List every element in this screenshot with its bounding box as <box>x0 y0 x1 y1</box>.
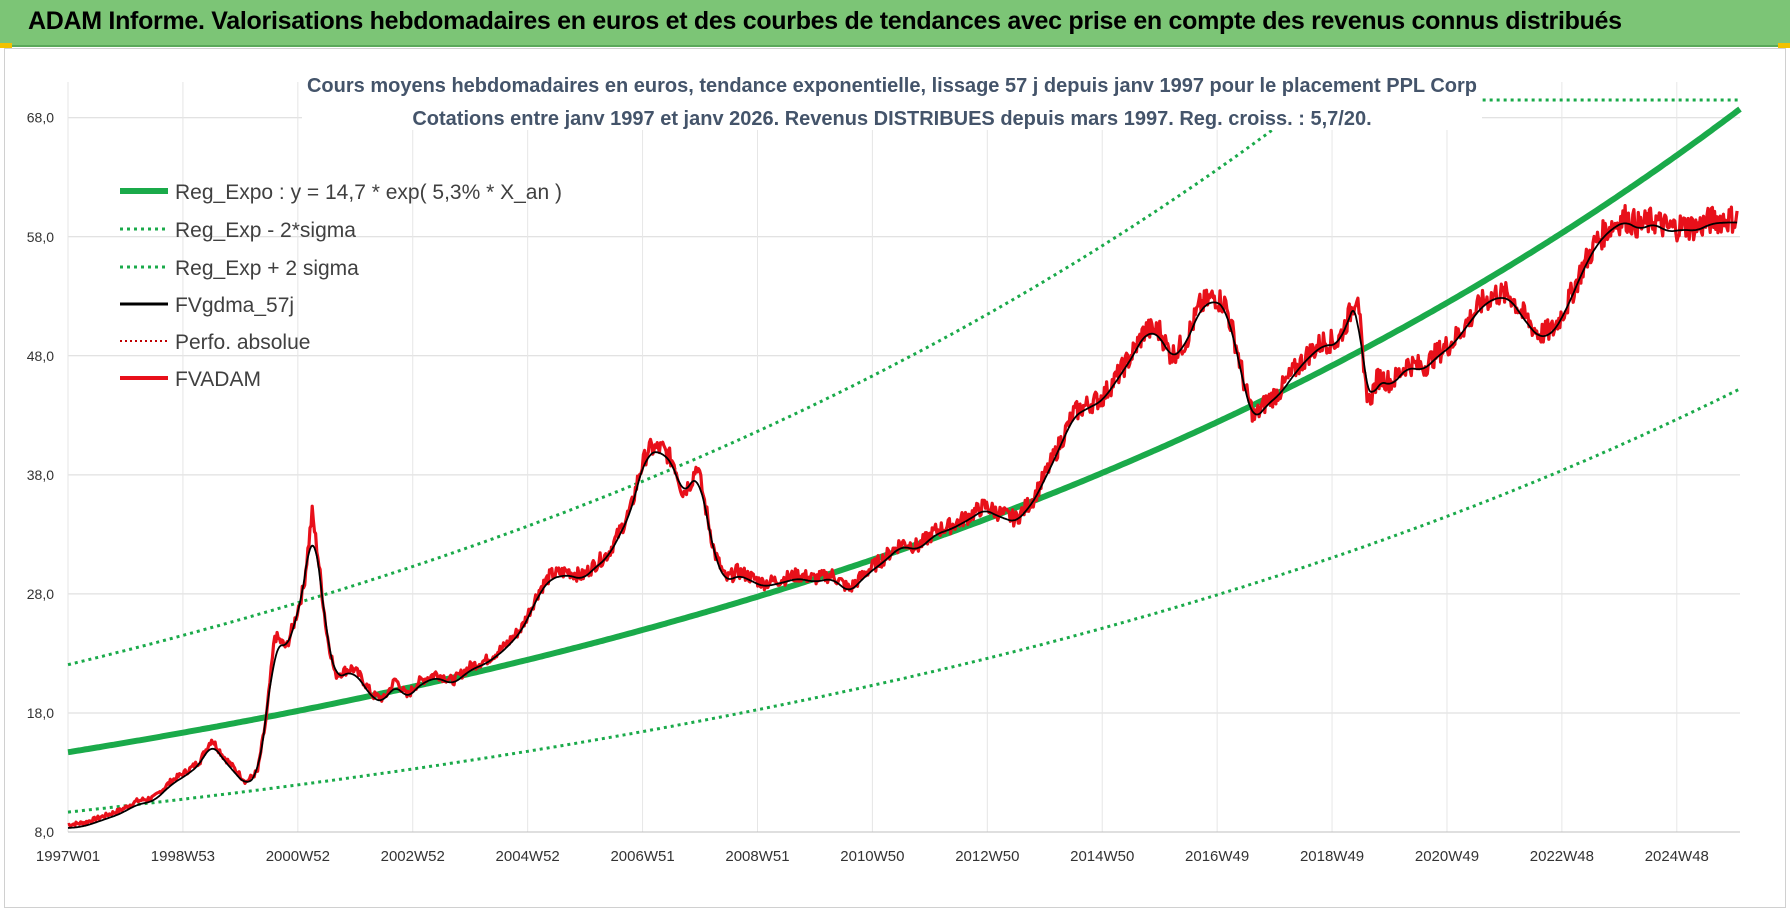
legend-label-fvgdma: FVgdma_57j <box>175 294 294 317</box>
x-tick-label: 2018W49 <box>1300 848 1364 865</box>
series-layer <box>67 98 1742 829</box>
x-tick-label: 2022W48 <box>1530 848 1594 865</box>
legend-label-reg-expo: Reg_Expo : y = 14,7 * exp( 5,3% * X_an ) <box>175 181 562 204</box>
legend-label-reg-exp-high: Reg_Exp + 2 sigma <box>175 257 359 280</box>
x-tick-label: 1997W01 <box>36 848 100 865</box>
y-tick-label: 38,0 <box>27 467 54 483</box>
x-tick-label: 2004W52 <box>496 848 560 865</box>
x-tick-label: 2000W52 <box>266 848 330 865</box>
x-tick-label: 2006W51 <box>610 848 674 865</box>
y-tick-label: 68,0 <box>27 110 54 126</box>
x-tick-label: 2020W49 <box>1415 848 1479 865</box>
y-tick-label: 48,0 <box>27 348 54 364</box>
chart-frame <box>4 48 1786 908</box>
chart-title: Cours moyens hebdomadaires en euros, ten… <box>302 68 1482 130</box>
series-fvadam <box>67 204 1739 828</box>
series-reg-expo <box>67 106 1742 756</box>
x-tick-label: 2024W48 <box>1645 848 1709 865</box>
series-fvgdma <box>67 221 1738 829</box>
y-tick-label: 8,0 <box>35 824 55 840</box>
x-tick-label: 1998W53 <box>151 848 215 865</box>
y-tick-label: 58,0 <box>27 229 54 245</box>
x-tick-label: 2016W49 <box>1185 848 1249 865</box>
chart-title-line-2: Cotations entre janv 1997 et janv 2026. … <box>412 108 1371 130</box>
header-banner: ADAM Informe. Valorisations hebdomadaire… <box>0 0 1790 47</box>
legend-label-reg-exp-low: Reg_Exp - 2*sigma <box>175 219 356 242</box>
y-tick-label: 18,0 <box>27 705 54 721</box>
x-tick-label: 2008W51 <box>725 848 789 865</box>
series-reg-exp-low <box>67 387 1741 814</box>
x-tick-label: 2010W50 <box>840 848 904 865</box>
chart-title-line-1: Cours moyens hebdomadaires en euros, ten… <box>307 75 1477 97</box>
corner-mark <box>0 43 12 48</box>
x-tick-label: 2012W50 <box>955 848 1019 865</box>
title-backdrop <box>302 68 1482 130</box>
x-tick-label: 2014W50 <box>1070 848 1134 865</box>
x-tick-label: 2002W52 <box>381 848 445 865</box>
legend-label-fvadam: FVADAM <box>175 368 261 391</box>
legend: Reg_Expo : y = 14,7 * exp( 5,3% * X_an )… <box>120 181 562 391</box>
banner-title: ADAM Informe. Valorisations hebdomadaire… <box>28 7 1622 35</box>
legend-label-perfo: Perfo. absolue <box>175 331 310 354</box>
corner-mark <box>1778 43 1790 48</box>
y-tick-label: 28,0 <box>27 586 54 602</box>
series-reg-exp-high <box>67 98 1740 667</box>
